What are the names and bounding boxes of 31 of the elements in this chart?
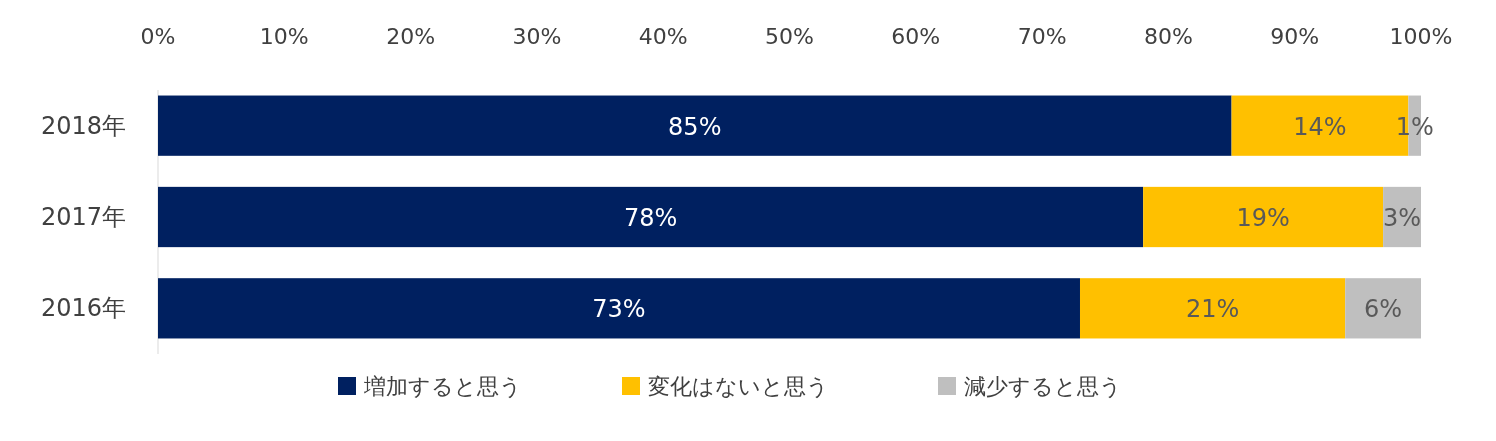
x-tick-label: 90% (1270, 24, 1320, 49)
data-label: 73% (592, 295, 646, 324)
data-label: 3% (1383, 204, 1422, 232)
bar (158, 95, 1232, 156)
data-label: 6% (1364, 295, 1403, 324)
x-tick-label: 40% (638, 24, 688, 49)
x-tick-label: 100% (1389, 24, 1453, 49)
bar (1345, 278, 1421, 339)
bar (158, 278, 1080, 339)
x-tick-label: 20% (386, 24, 436, 49)
x-tick-label: 80% (1143, 24, 1193, 49)
y-tick-label: 2018年 (40, 111, 126, 140)
x-tick-label: 50% (765, 24, 814, 49)
bar (158, 186, 1144, 248)
bar (1143, 186, 1384, 248)
x-tick-label: 70% (1017, 24, 1067, 49)
data-label: 21% (1185, 295, 1240, 324)
data-label: 85% (668, 112, 722, 141)
x-tick-label: 10% (259, 24, 309, 49)
data-label: 78% (623, 204, 678, 232)
legend-label: 変化はないと思う (648, 374, 829, 399)
x-tick-label: 0% (140, 24, 176, 49)
bar (1079, 278, 1346, 339)
y-tick-label: 2016年 (40, 294, 126, 323)
data-label: 19% (1236, 204, 1290, 232)
data-label: 14% (1293, 112, 1347, 141)
x-tick-label: 30% (512, 24, 562, 49)
y-tick-label: 2017年 (40, 203, 126, 231)
x-tick-label: 60% (891, 24, 941, 49)
legend-label: 減少すると思う (964, 374, 1122, 399)
legend-label: 増加すると思う (363, 374, 522, 399)
